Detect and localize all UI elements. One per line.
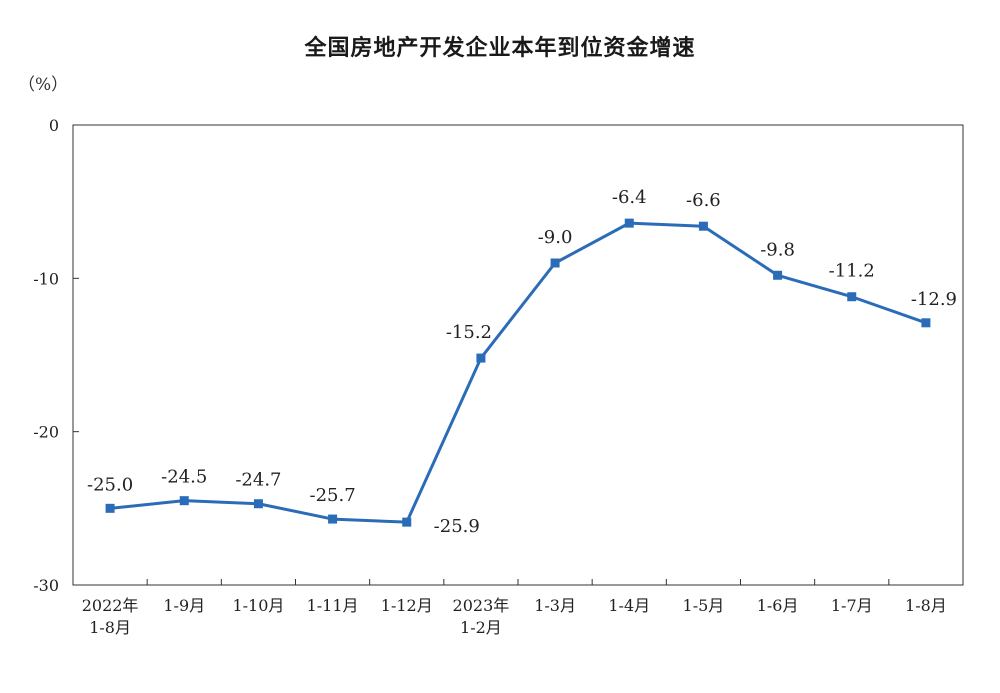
- x-tick-label: 1-6月: [757, 596, 799, 615]
- x-tick-label-line: 1-11月: [307, 596, 359, 615]
- data-label: -6.6: [686, 190, 721, 211]
- data-point: [773, 270, 783, 280]
- x-tick-label-line: 2023年: [453, 596, 510, 615]
- data-point: [476, 353, 486, 363]
- x-tick-label: 1-4月: [608, 596, 650, 615]
- x-tick-label: 1-5月: [683, 596, 725, 615]
- y-tick-label: -10: [33, 269, 59, 288]
- data-label: -25.7: [309, 485, 355, 506]
- x-tick-label: 1-7月: [831, 596, 873, 615]
- data-point: [105, 503, 115, 513]
- x-tick-label: 1-8月: [905, 596, 947, 615]
- data-label: -11.2: [829, 261, 875, 282]
- x-tick-label: 1-3月: [534, 596, 576, 615]
- data-label: -24.7: [235, 470, 281, 491]
- data-point: [847, 292, 857, 302]
- x-tick-label-line: 1-10月: [232, 596, 284, 615]
- data-label: -9.8: [760, 239, 795, 260]
- plot-frame: [72, 124, 964, 586]
- data-label: -9.0: [538, 227, 573, 248]
- data-point: [328, 514, 338, 524]
- data-point: [698, 221, 708, 231]
- data-label: -15.2: [446, 322, 492, 343]
- x-tick-label-line: 1-7月: [831, 596, 873, 615]
- x-tick-label: 1-11月: [307, 596, 359, 615]
- y-tick-label: -30: [33, 576, 59, 595]
- data-point: [921, 318, 931, 328]
- x-tick-label-line: 2022年: [82, 596, 139, 615]
- x-tick-label-line: 1-6月: [757, 596, 799, 615]
- y-tick-label: 0: [49, 116, 59, 135]
- x-tick-label: 1-12月: [381, 596, 433, 615]
- data-label: -25.9: [434, 516, 480, 537]
- x-tick-label-line: 1-9月: [163, 596, 205, 615]
- series-line: [109, 221, 927, 524]
- x-tick-label: 1-10月: [232, 596, 284, 615]
- data-label: -12.9: [911, 289, 957, 310]
- data-label: -6.4: [612, 187, 647, 208]
- x-tick-label-line: 1-8月: [89, 618, 131, 637]
- x-tick-label: 1-9月: [163, 596, 205, 615]
- chart-title: 全国房地产开发企业本年到位资金增速: [304, 36, 696, 61]
- data-label: -24.5: [161, 467, 207, 488]
- data-point: [624, 218, 634, 228]
- x-tick-label-line: 1-3月: [534, 596, 576, 615]
- x-tick-label-line: 1-4月: [608, 596, 650, 615]
- data-point: [402, 517, 412, 527]
- x-tick-label-line: 1-8月: [905, 596, 947, 615]
- data-point: [253, 499, 263, 509]
- data-point: [550, 258, 560, 268]
- x-tick-label: 2022年 1-8月: [82, 596, 139, 637]
- y-tick-label: -20: [33, 423, 59, 442]
- x-tick-label: 2023年 1-2月: [453, 596, 510, 637]
- y-unit-label: （%）: [18, 75, 69, 95]
- data-point: [179, 496, 189, 506]
- data-label: -25.0: [87, 474, 133, 495]
- x-tick-label-line: 1-5月: [683, 596, 725, 615]
- x-tick-label-line: 1-2月: [460, 618, 502, 637]
- x-tick-label-line: 1-12月: [381, 596, 433, 615]
